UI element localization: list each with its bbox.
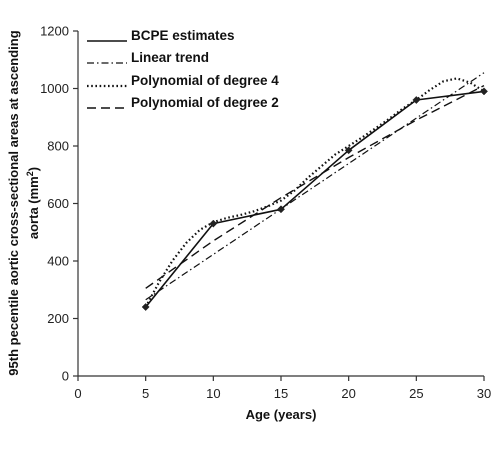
series-line-1 (145, 72, 485, 301)
y-axis-label: 95th pecentile aortic cross-sectional ar… (6, 30, 41, 375)
x-tick-label: 5 (142, 386, 149, 401)
x-tick-label: 30 (477, 386, 491, 401)
y-tick-label: 200 (47, 311, 69, 326)
x-tick-label: 15 (274, 386, 288, 401)
data-point-marker (141, 303, 150, 311)
legend-label-1: Linear trend (131, 50, 209, 65)
data-point-marker (344, 146, 353, 155)
series-line-3 (145, 84, 485, 289)
ticks: 0 5 10 15 20 25 30 0 200 400 600 800 1000 1200 (40, 24, 491, 402)
x-tick-label: 20 (341, 386, 355, 401)
y-tick-label: 1000 (40, 81, 69, 96)
data-point-marker (480, 87, 488, 96)
x-axis-label: Age (years) (246, 407, 317, 422)
y-tick-label: 0 (62, 369, 69, 384)
data-point-marker (412, 96, 421, 104)
x-tick-label: 10 (206, 386, 220, 401)
series-line-0 (145, 90, 485, 308)
legend-label-2: Polynomial of degree 4 (131, 73, 279, 88)
series-line-2 (144, 77, 485, 308)
y-tick-label: 1200 (40, 24, 69, 39)
y-axis-label-line2: aorta (mm2) (25, 167, 41, 239)
series-layer (141, 72, 488, 311)
y-tick-label: 800 (47, 139, 69, 154)
y-tick-label: 400 (47, 254, 69, 269)
legend-label-3: Polynomial of degree 2 (131, 95, 279, 110)
y-tick-label: 600 (47, 196, 69, 211)
legend: BCPE estimates Linear trend Polynomial of … (87, 28, 279, 110)
x-tick-label: 25 (409, 386, 423, 401)
legend-label-0: BCPE estimates (131, 28, 235, 43)
y-axis-label-line1: 95th pecentile aortic cross-sectional ar… (6, 30, 21, 375)
data-point-marker (277, 205, 285, 214)
data-point-marker (209, 219, 218, 228)
x-tick-label: 0 (74, 386, 81, 401)
